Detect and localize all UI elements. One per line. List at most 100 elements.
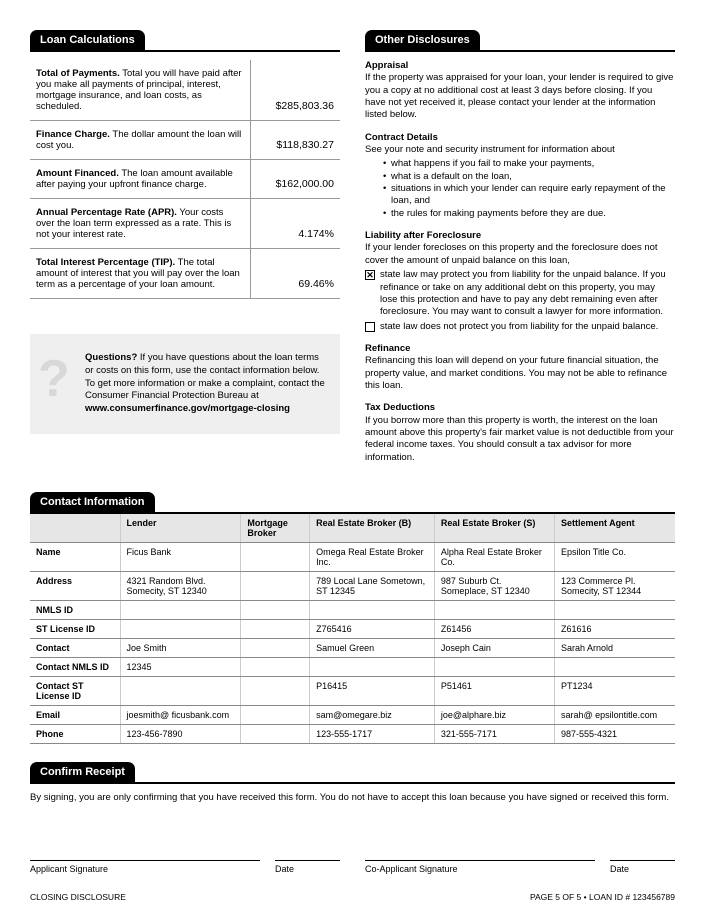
calc-value: 4.174%	[250, 199, 340, 249]
contact-cell: 123-555-1717	[310, 724, 435, 743]
other-disc-header: Other Disclosures	[365, 30, 480, 50]
contact-cell	[241, 571, 310, 600]
liability-lead: If your lender forecloses on this proper…	[365, 242, 675, 267]
contact-cell	[554, 600, 675, 619]
contact-cell: Z765416	[310, 619, 435, 638]
contact-cell: Epsilon Title Co.	[554, 542, 675, 571]
contact-col-header	[30, 514, 120, 543]
contact-cell	[310, 657, 435, 676]
contact-cell: P16415	[310, 676, 435, 705]
contact-table: LenderMortgage BrokerReal Estate Broker …	[30, 514, 675, 744]
questions-box: ? Questions? If you have questions about…	[30, 334, 340, 434]
contact-row-label: Email	[30, 705, 120, 724]
contact-cell: 123-456-7890	[120, 724, 241, 743]
confirm-body: By signing, you are only confirming that…	[30, 792, 675, 805]
loan-calc-table: Total of Payments. Total you will have p…	[30, 60, 340, 299]
calc-value: $118,830.27	[250, 121, 340, 160]
calc-value: $162,000.00	[250, 160, 340, 199]
question-mark-icon: ?	[38, 344, 70, 414]
coapplicant-date-label: Date	[610, 860, 675, 874]
contact-col-header: Real Estate Broker (B)	[310, 514, 435, 543]
liability-title: Liability after Foreclosure	[365, 230, 675, 242]
contact-row-label: ST License ID	[30, 619, 120, 638]
contact-cell: Z61456	[434, 619, 554, 638]
tax-body: If you borrow more than this property is…	[365, 415, 675, 464]
contract-title: Contract Details	[365, 132, 675, 144]
appraisal-body: If the property was appraised for your l…	[365, 72, 675, 121]
contact-cell	[241, 619, 310, 638]
contact-row-label: Contact NMLS ID	[30, 657, 120, 676]
contact-cell	[554, 657, 675, 676]
contract-bullet: situations in which your lender can requ…	[383, 183, 675, 208]
contact-cell	[310, 600, 435, 619]
contact-cell	[241, 705, 310, 724]
calc-value: 69.46%	[250, 249, 340, 299]
contract-bullet: what is a default on the loan,	[383, 171, 675, 183]
contact-cell: 4321 Random Blvd. Somecity, ST 12340	[120, 571, 241, 600]
calc-label: Finance Charge.	[36, 129, 110, 140]
questions-url: www.consumerfinance.gov/mortgage-closing	[85, 403, 325, 416]
applicant-date-label: Date	[275, 860, 340, 874]
contract-lead: See your note and security instrument fo…	[365, 144, 675, 156]
contact-cell: P51461	[434, 676, 554, 705]
contact-row-label: Contact	[30, 638, 120, 657]
contact-cell: Omega Real Estate Broker Inc.	[310, 542, 435, 571]
contact-cell: 789 Local Lane Sometown, ST 12345	[310, 571, 435, 600]
refinance-title: Refinance	[365, 343, 675, 355]
contact-cell	[120, 676, 241, 705]
calc-label: Annual Percentage Rate (APR).	[36, 207, 177, 218]
calc-label: Amount Financed.	[36, 168, 119, 179]
calc-value: $285,803.36	[250, 60, 340, 121]
contact-cell	[434, 657, 554, 676]
contact-cell	[120, 619, 241, 638]
contact-cell: 321-555-7171	[434, 724, 554, 743]
applicant-sig-label: Applicant Signature	[30, 860, 260, 874]
questions-title: Questions?	[85, 352, 137, 363]
liability-checkbox-1[interactable]	[365, 270, 375, 280]
appraisal-title: Appraisal	[365, 60, 675, 72]
contact-cell: joe@alphare.biz	[434, 705, 554, 724]
contact-cell: PT1234	[554, 676, 675, 705]
contact-col-header: Mortgage Broker	[241, 514, 310, 543]
contact-cell: sarah@ epsilontitle.com	[554, 705, 675, 724]
calc-label: Total Interest Percentage (TIP).	[36, 257, 175, 268]
contact-cell: Z61616	[554, 619, 675, 638]
contact-cell	[120, 600, 241, 619]
contact-col-header: Settlement Agent	[554, 514, 675, 543]
contact-cell: Sarah Arnold	[554, 638, 675, 657]
contact-cell: Joseph Cain	[434, 638, 554, 657]
contact-cell: 987 Suburb Ct. Someplace, ST 12340	[434, 571, 554, 600]
contact-cell: Ficus Bank	[120, 542, 241, 571]
contact-cell: joesmith@ ficusbank.com	[120, 705, 241, 724]
contact-row-label: Phone	[30, 724, 120, 743]
liability-checkbox-2[interactable]	[365, 322, 375, 332]
contact-row-label: Name	[30, 542, 120, 571]
contact-cell: 123 Commerce Pl. Somecity, ST 12344	[554, 571, 675, 600]
contact-cell: Samuel Green	[310, 638, 435, 657]
footer-right: PAGE 5 OF 5 • LOAN ID # 123456789	[530, 892, 675, 902]
contract-bullet: the rules for making payments before the…	[383, 208, 675, 220]
contact-cell	[241, 724, 310, 743]
confirm-header: Confirm Receipt	[30, 762, 135, 782]
contact-header: Contact Information	[30, 492, 155, 512]
contact-cell: 987-555-4321	[554, 724, 675, 743]
contact-row-label: NMLS ID	[30, 600, 120, 619]
refinance-body: Refinancing this loan will depend on you…	[365, 355, 675, 392]
contact-cell: sam@omegare.biz	[310, 705, 435, 724]
contact-cell	[241, 600, 310, 619]
contact-cell	[241, 657, 310, 676]
contact-col-header: Lender	[120, 514, 241, 543]
contact-cell	[241, 676, 310, 705]
contact-cell	[434, 600, 554, 619]
contract-bullet: what happens if you fail to make your pa…	[383, 158, 675, 170]
liability-opt2: state law does not protect you from liab…	[380, 321, 658, 333]
tax-title: Tax Deductions	[365, 402, 675, 414]
contact-row-label: Address	[30, 571, 120, 600]
contact-cell: Alpha Real Estate Broker Co.	[434, 542, 554, 571]
coapplicant-sig-label: Co-Applicant Signature	[365, 860, 595, 874]
contact-cell: 12345	[120, 657, 241, 676]
contact-col-header: Real Estate Broker (S)	[434, 514, 554, 543]
loan-calc-header: Loan Calculations	[30, 30, 145, 50]
liability-opt1: state law may protect you from liability…	[380, 269, 675, 318]
contact-row-label: Contact ST License ID	[30, 676, 120, 705]
